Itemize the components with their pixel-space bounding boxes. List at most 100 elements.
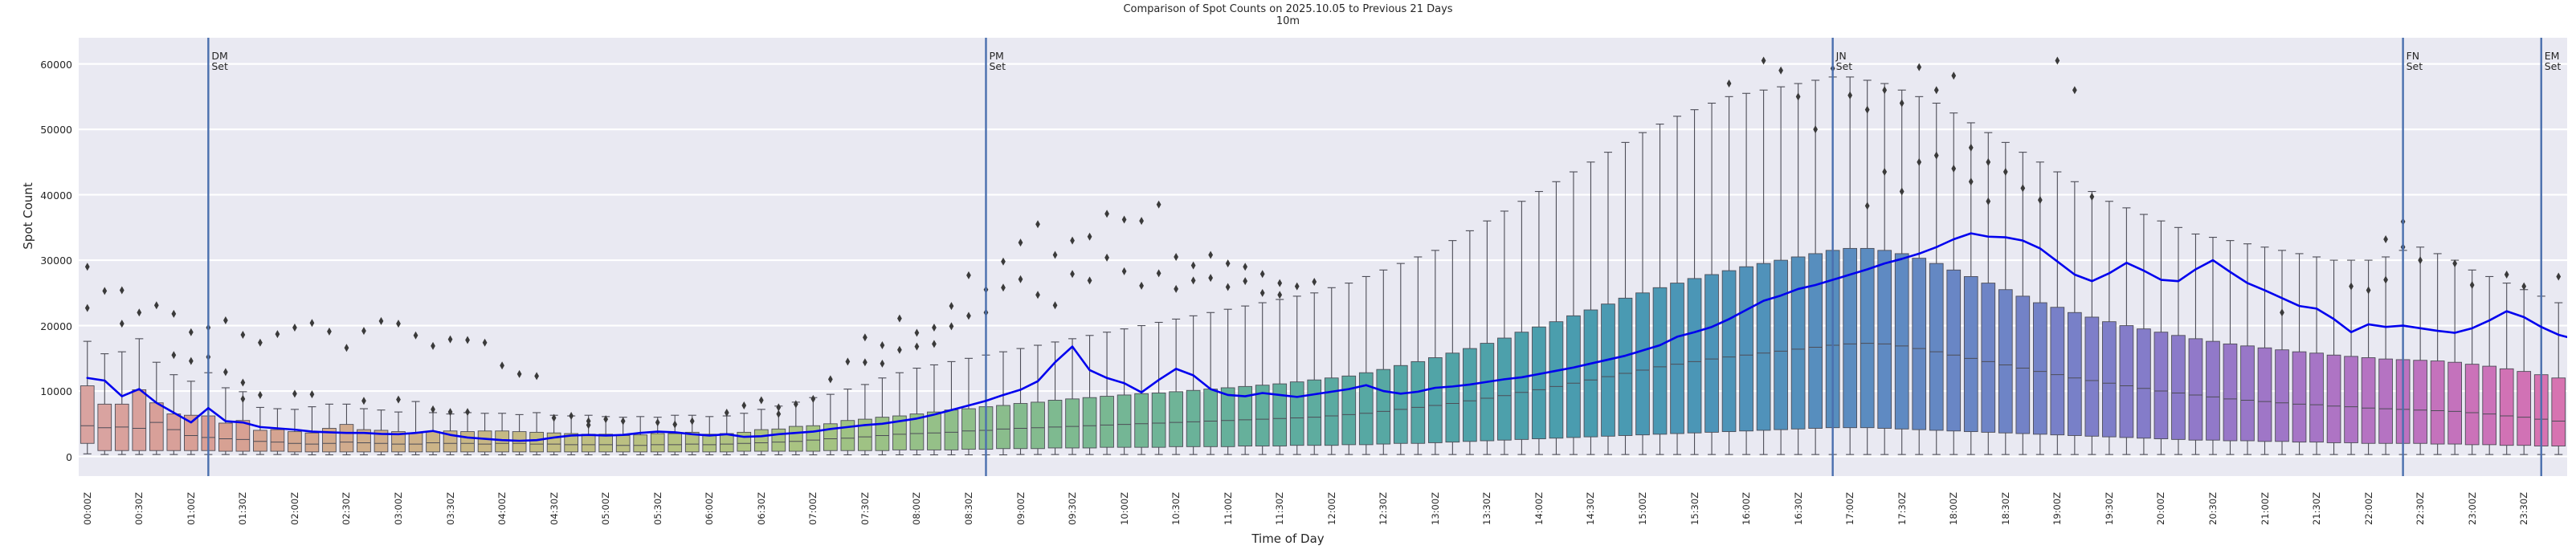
box — [1307, 379, 1322, 446]
box — [2223, 343, 2238, 442]
box — [1721, 270, 1737, 433]
box — [495, 430, 509, 453]
box — [598, 434, 614, 453]
outlier-marker — [188, 328, 194, 336]
box — [581, 434, 596, 453]
outlier-marker — [1104, 253, 1109, 262]
outlier-marker — [655, 418, 660, 427]
y-tick-label: 0 — [66, 450, 72, 463]
box — [2102, 321, 2117, 438]
outlier-marker — [1139, 217, 1144, 226]
box — [2119, 325, 2134, 438]
outlier-marker — [758, 396, 764, 405]
outlier-marker — [431, 405, 435, 413]
outlier-marker — [880, 341, 885, 350]
outlier-marker — [776, 409, 782, 418]
box — [132, 389, 147, 451]
box — [1860, 247, 1875, 429]
outlier-marker — [1917, 157, 1922, 166]
outlier-marker — [1139, 281, 1144, 290]
outlier-marker — [827, 375, 833, 384]
outlier-marker — [1795, 92, 1801, 101]
y-axis-ticks: 0 10000 20000 30000 40000 50000 60000 — [0, 38, 72, 476]
box — [339, 424, 354, 453]
y-tick-label: 20000 — [40, 320, 72, 332]
box — [270, 429, 285, 452]
box — [235, 420, 251, 452]
box — [2447, 361, 2463, 445]
outlier-marker — [240, 330, 246, 339]
box — [149, 402, 164, 451]
box — [1670, 283, 1684, 434]
box — [2050, 307, 2065, 436]
box — [788, 426, 803, 452]
outlier-marker — [932, 340, 937, 348]
outlier-marker — [897, 345, 902, 354]
outlier-marker — [1864, 105, 1870, 114]
box — [771, 428, 786, 452]
box — [2309, 352, 2324, 443]
outlier-marker — [447, 335, 453, 344]
box — [1877, 250, 1892, 429]
box — [1929, 263, 1944, 431]
box — [2153, 332, 2169, 439]
outlier-marker — [534, 372, 539, 381]
outlier-marker — [1986, 197, 1991, 206]
outlier-marker — [378, 316, 384, 325]
outlier-marker — [258, 338, 263, 347]
box — [2551, 377, 2566, 446]
box — [2084, 316, 2100, 437]
outlier-marker — [309, 319, 315, 328]
box — [1065, 398, 1080, 449]
outlier-marker — [222, 368, 228, 377]
box — [2257, 347, 2272, 442]
box — [961, 408, 976, 450]
outlier-marker — [932, 324, 937, 332]
outlier-marker — [672, 420, 678, 429]
outlier-marker — [966, 312, 971, 320]
box — [2068, 312, 2082, 436]
box — [2482, 365, 2497, 446]
outlier-marker — [1277, 291, 1283, 299]
outlier-marker — [845, 357, 851, 366]
outlier-marker — [620, 417, 626, 426]
outlier-marker — [2037, 196, 2043, 205]
outlier-marker — [153, 301, 159, 310]
box — [1843, 247, 1858, 429]
box — [1946, 269, 1962, 432]
y-tick-label: 50000 — [40, 124, 72, 136]
outlier-marker — [465, 336, 470, 344]
outlier-marker — [84, 263, 90, 271]
box — [650, 433, 665, 453]
box — [944, 409, 959, 450]
outlier-marker — [1052, 250, 1058, 259]
outlier-marker — [1882, 86, 1888, 95]
outlier-marker — [1312, 277, 1317, 286]
outlier-marker — [2452, 259, 2458, 268]
outlier-marker — [188, 356, 194, 365]
chart-title: Comparison of Spot Counts on 2025.10.05 … — [1123, 3, 1453, 15]
outlier-marker — [171, 351, 177, 360]
outlier-marker — [880, 359, 885, 368]
box — [633, 434, 648, 453]
box — [1186, 389, 1201, 447]
box — [2171, 335, 2186, 440]
box — [1652, 287, 1668, 435]
box — [546, 432, 561, 453]
outlier-marker — [1968, 177, 1974, 186]
box — [806, 425, 821, 452]
outlier-marker — [1986, 157, 1991, 166]
outlier-marker — [2089, 193, 2095, 202]
outlier-marker — [361, 397, 366, 405]
outlier-marker — [465, 408, 470, 417]
box — [2137, 328, 2151, 439]
outlier-marker — [1899, 187, 1904, 196]
outlier-marker — [863, 358, 868, 367]
y-tick-label: 10000 — [40, 385, 72, 398]
box — [1220, 387, 1235, 447]
box — [1272, 383, 1288, 446]
box — [1100, 396, 1114, 448]
box — [288, 431, 302, 453]
box — [2326, 354, 2341, 443]
outlier-marker — [1001, 283, 1006, 292]
